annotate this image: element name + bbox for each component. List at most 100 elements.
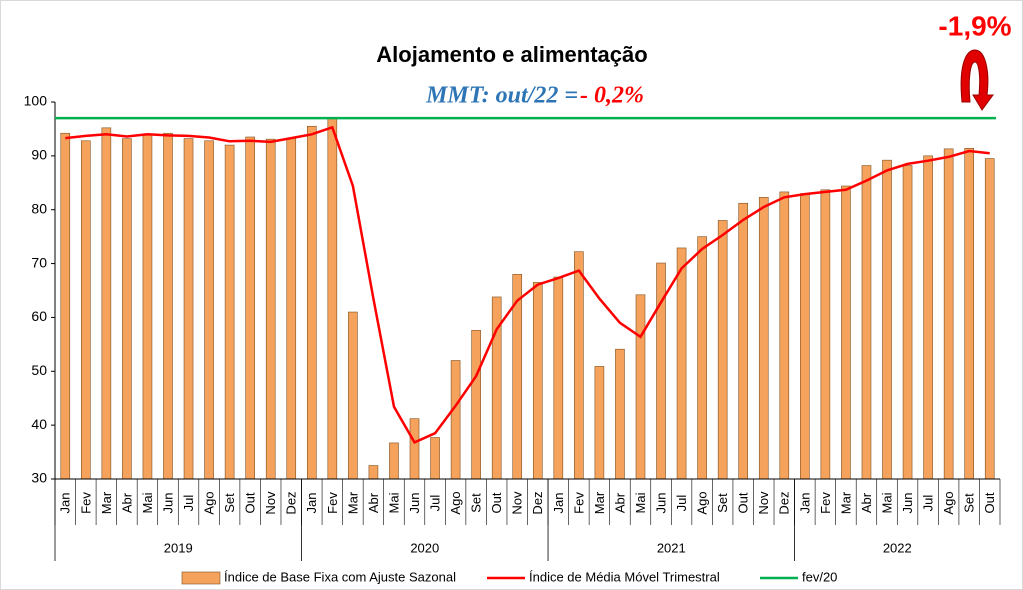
bar bbox=[758, 197, 769, 480]
x-tick-label: Jan bbox=[304, 493, 319, 514]
x-tick-label: Fev bbox=[325, 492, 340, 514]
x-tick-label: Fev bbox=[818, 492, 833, 514]
x-tick-label: Jul bbox=[674, 495, 689, 512]
bar bbox=[553, 276, 564, 480]
y-tick-label: 30 bbox=[31, 470, 47, 486]
bar bbox=[101, 127, 112, 480]
bar bbox=[820, 189, 831, 480]
x-tick-label: Jul bbox=[427, 495, 442, 512]
bar bbox=[306, 125, 317, 480]
bar bbox=[964, 148, 974, 480]
x-tick-label: Jun bbox=[900, 493, 915, 514]
bar bbox=[902, 165, 913, 480]
x-tick-label: Nov bbox=[510, 491, 525, 515]
x-tick-label: Jul bbox=[921, 495, 936, 512]
group-label: 2019 bbox=[164, 540, 193, 555]
x-tick-label: Mar bbox=[838, 491, 853, 514]
mmt-value: - 0,2% bbox=[580, 83, 644, 109]
bar bbox=[800, 193, 810, 480]
bar bbox=[574, 251, 584, 480]
y-tick-label: 100 bbox=[24, 93, 48, 109]
y-tick-label: 70 bbox=[31, 254, 47, 270]
x-tick-label: Dez bbox=[284, 491, 299, 514]
x-tick-label: Fev bbox=[78, 492, 93, 514]
bar bbox=[984, 158, 995, 480]
x-tick-label: Jan bbox=[58, 493, 73, 514]
x-tick-label: Abr bbox=[612, 492, 627, 513]
bar bbox=[327, 117, 338, 480]
trend-line bbox=[65, 125, 990, 445]
bar bbox=[204, 140, 214, 480]
x-tick-label: Ago bbox=[941, 491, 956, 514]
x-tick-label: Nov bbox=[263, 491, 278, 515]
x-tick-label: Abr bbox=[859, 492, 874, 513]
x-tick-label: Jun bbox=[407, 493, 422, 514]
bar bbox=[471, 330, 481, 480]
x-tick-label: Mar bbox=[99, 491, 114, 514]
x-tick-label: Set bbox=[222, 493, 237, 513]
bar bbox=[368, 465, 379, 480]
y-tick-label: 80 bbox=[31, 200, 47, 216]
x-tick-label: Mai bbox=[386, 492, 401, 513]
x-tick-label: Mai bbox=[633, 492, 648, 513]
x-tick-label: Jun bbox=[160, 493, 175, 514]
mmt-annotation: MMT: out/22 = bbox=[425, 83, 578, 109]
change-annotation: -1,9% bbox=[938, 10, 1011, 41]
bar bbox=[532, 282, 543, 480]
x-tick-label: Mar bbox=[345, 491, 360, 514]
x-tick-label: Set bbox=[962, 493, 977, 513]
x-tick-label: Mai bbox=[879, 492, 894, 513]
x-tick-label: Dez bbox=[777, 491, 792, 514]
bar bbox=[861, 165, 872, 480]
x-tick-label: Abr bbox=[119, 492, 134, 513]
bar bbox=[163, 132, 173, 480]
bar bbox=[923, 155, 933, 480]
x-tick-label: Fev bbox=[571, 492, 586, 514]
bar bbox=[882, 159, 892, 480]
bar bbox=[841, 185, 851, 480]
x-tick-label: Nov bbox=[756, 491, 771, 515]
x-tick-label: Abr bbox=[366, 492, 381, 513]
x-tick-label: Jul bbox=[181, 495, 196, 512]
bar bbox=[779, 191, 790, 480]
y-tick-label: 50 bbox=[31, 362, 47, 378]
x-tick-label: Mar bbox=[592, 491, 607, 514]
bar bbox=[122, 138, 132, 480]
x-tick-label: Dez bbox=[530, 491, 545, 514]
bar bbox=[615, 348, 625, 480]
bar bbox=[738, 202, 749, 480]
bar bbox=[635, 294, 646, 480]
x-tick-label: Set bbox=[715, 493, 730, 513]
x-tick-label: Set bbox=[469, 493, 484, 513]
bar bbox=[409, 418, 420, 480]
legend-label: Índice de Base Fixa com Ajuste Sazonal bbox=[224, 569, 456, 584]
x-tick-label: Out bbox=[489, 492, 504, 513]
legend-label: fev/20 bbox=[802, 569, 837, 584]
x-tick-label: Ago bbox=[448, 491, 463, 514]
bar bbox=[450, 360, 461, 480]
bar bbox=[348, 311, 358, 480]
bar bbox=[60, 132, 71, 480]
x-tick-label: Out bbox=[736, 492, 751, 513]
bar bbox=[286, 137, 297, 480]
chart-title: Alojamento e alimentação bbox=[376, 42, 647, 67]
y-tick-label: 60 bbox=[31, 308, 47, 324]
x-tick-label: Jan bbox=[551, 493, 566, 514]
bar bbox=[430, 437, 440, 480]
arrow-icon bbox=[960, 49, 994, 111]
bar bbox=[265, 138, 276, 480]
x-tick-label: Out bbox=[982, 492, 997, 513]
bar bbox=[676, 247, 687, 480]
bar bbox=[245, 136, 255, 480]
bar bbox=[389, 442, 399, 480]
x-tick-label: Mai bbox=[140, 492, 155, 513]
group-label: 2022 bbox=[883, 540, 912, 555]
legend-swatch bbox=[181, 571, 221, 585]
bar bbox=[697, 236, 707, 480]
bar bbox=[224, 144, 235, 480]
x-tick-label: Jan bbox=[797, 493, 812, 514]
x-tick-label: Ago bbox=[202, 491, 217, 514]
bar bbox=[81, 140, 91, 480]
bar bbox=[594, 366, 605, 480]
